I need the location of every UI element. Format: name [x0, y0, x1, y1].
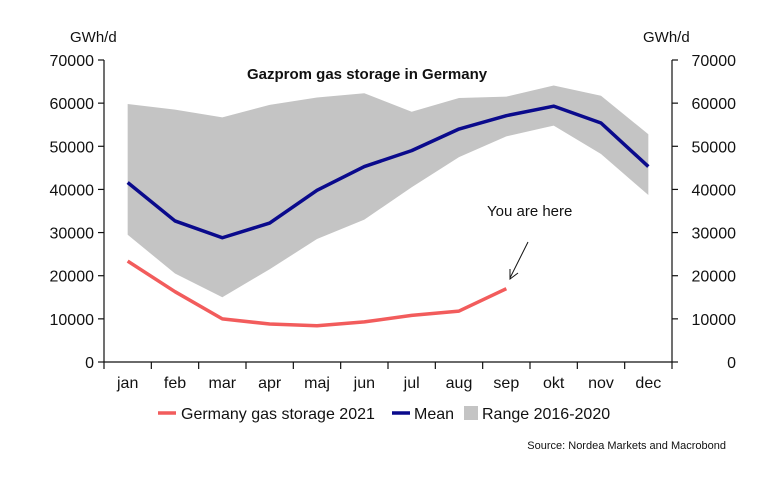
germany-2021-line — [126, 259, 508, 328]
y-tick-label-right: 60000 — [692, 96, 737, 113]
y-tick-label-right: 70000 — [692, 53, 737, 70]
x-tick-label: okt — [543, 375, 565, 392]
x-tick-label: jan — [116, 375, 138, 392]
x-tick-label: aug — [446, 375, 473, 392]
x-tick-label: apr — [258, 375, 282, 392]
x-tick-label: maj — [304, 375, 330, 392]
x-tick-label: mar — [209, 375, 237, 392]
y-tick-label-left: 60000 — [50, 96, 95, 113]
x-tick-label: sep — [493, 375, 519, 392]
legend-label-range: Range 2016-2020 — [482, 406, 610, 423]
y-tick-label-left: 10000 — [50, 312, 95, 329]
right-axis-unit: GWh/d — [643, 29, 690, 46]
left-axis-unit: GWh/d — [70, 29, 117, 46]
y-tick-label-left: 70000 — [50, 53, 95, 70]
legend: Germany gas storage 2021 Mean Range 2016… — [158, 406, 610, 423]
range-band — [127, 85, 649, 298]
chart-title: Gazprom gas storage in Germany — [247, 66, 488, 83]
x-tick-label: dec — [635, 375, 661, 392]
legend-swatch-range — [464, 406, 478, 420]
x-tick-label: nov — [588, 375, 614, 392]
x-tick-label: jul — [403, 375, 420, 392]
y-tick-label-left: 20000 — [50, 269, 95, 286]
legend-label-germany-2021: Germany gas storage 2021 — [181, 406, 375, 423]
y-tick-label-left: 40000 — [50, 182, 95, 199]
y-tick-label-left: 30000 — [50, 226, 95, 243]
y-tick-label-right: 40000 — [692, 182, 737, 199]
x-tick-label: jun — [353, 375, 375, 392]
mean-line — [126, 104, 650, 240]
legend-label-mean: Mean — [414, 406, 454, 423]
annotation-arrow — [509, 241, 529, 280]
source-text: Source: Nordea Markets and Macrobond — [527, 440, 726, 452]
y-tick-label-left: 0 — [85, 355, 94, 372]
y-tick-label-right: 30000 — [692, 226, 737, 243]
annotation-text: You are here — [487, 203, 572, 220]
y-tick-label-left: 50000 — [50, 139, 95, 156]
y-tick-label-right: 50000 — [692, 139, 737, 156]
x-tick-label: feb — [164, 375, 186, 392]
y-tick-label-right: 0 — [727, 355, 736, 372]
y-tick-label-right: 20000 — [692, 269, 737, 286]
y-tick-label-right: 10000 — [692, 312, 737, 329]
